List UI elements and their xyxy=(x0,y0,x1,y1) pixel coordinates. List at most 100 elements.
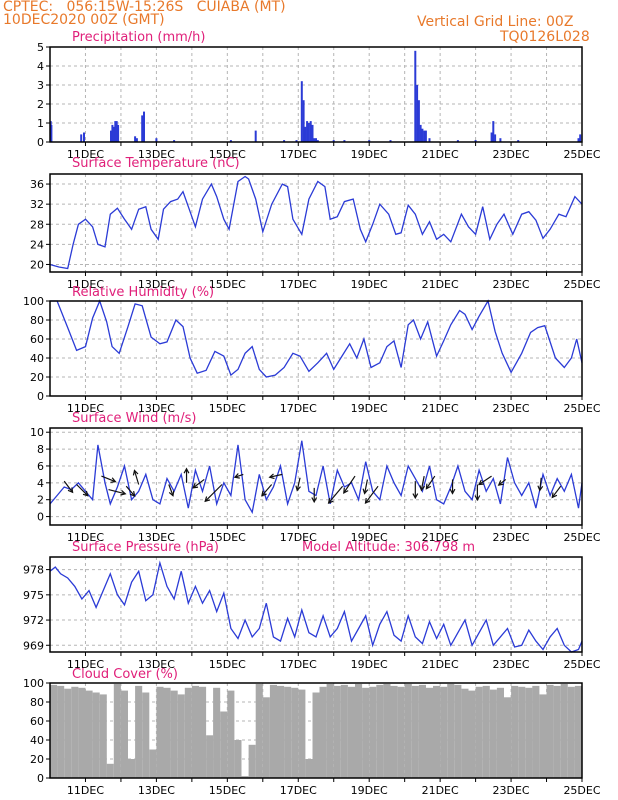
wind-vector-head xyxy=(311,497,318,504)
header-vertical-grid: Vertical Grid Line: 00Z xyxy=(417,14,574,30)
x-tick-label: 25DEC xyxy=(563,784,600,797)
x-tick-label: 21DEC xyxy=(422,784,459,797)
x-tick-label: 11DEC xyxy=(67,402,104,415)
y-tick-label: 2 xyxy=(37,494,44,507)
panel-title: Precipitation (mm/h) xyxy=(72,30,205,45)
x-tick-label: 17DEC xyxy=(280,531,317,544)
precip-bar xyxy=(414,50,417,142)
x-tick-label: 19DEC xyxy=(351,658,388,671)
cloud-bar xyxy=(518,686,526,778)
header-model-code: TQ0126L028 xyxy=(500,29,590,45)
cloud-bar xyxy=(362,687,370,779)
y-tick-label: 80 xyxy=(30,314,44,327)
panel-frame xyxy=(49,682,583,779)
x-tick-label: 13DEC xyxy=(138,148,175,161)
y-tick-label: 978 xyxy=(23,564,44,577)
precip-bar xyxy=(311,124,314,142)
panel-frame xyxy=(49,556,583,653)
precip-bar xyxy=(316,140,319,142)
precip-bar xyxy=(577,138,580,142)
precip-bar xyxy=(421,128,424,142)
cloud-bar xyxy=(199,686,207,778)
cloud-bar xyxy=(567,686,575,778)
cloud-bar xyxy=(425,687,433,779)
precip-bar xyxy=(456,140,459,142)
cloud-bar xyxy=(64,688,72,778)
y-tick-label: 969 xyxy=(23,639,44,652)
wind-vector xyxy=(296,477,301,491)
y-tick-label: 20 xyxy=(30,753,44,766)
wind-vector-head xyxy=(425,483,432,490)
cloud-bar xyxy=(85,690,93,778)
cloud-bar xyxy=(106,763,114,779)
cloud-bar xyxy=(277,685,285,778)
wind-vector-head xyxy=(343,487,349,494)
precip-bar xyxy=(332,140,335,142)
cloud-bar xyxy=(284,686,292,778)
precip-bar xyxy=(283,140,286,142)
header-date: 10DEC2020 00Z (GMT) xyxy=(3,12,165,28)
wind-vector-head xyxy=(110,477,117,483)
precip-bar xyxy=(389,140,392,142)
cloud-bar xyxy=(113,684,121,778)
cloud-bar xyxy=(447,684,455,778)
cloud-bar xyxy=(298,689,306,778)
x-tick-label: 21DEC xyxy=(422,658,459,671)
precip-bar xyxy=(474,140,477,142)
y-tick-label: 0 xyxy=(37,511,44,524)
cloud-bar xyxy=(149,749,157,778)
x-tick-label: 19DEC xyxy=(351,148,388,161)
y-tick-label: 0 xyxy=(37,136,44,149)
cloud-bar xyxy=(376,684,384,778)
wind-vector-head xyxy=(268,473,275,480)
wind-vector xyxy=(328,485,344,504)
cloud-bar xyxy=(440,686,448,778)
wind-vector-head xyxy=(327,497,334,504)
wind-vector xyxy=(63,480,74,493)
precip-bar xyxy=(50,124,53,142)
wind-vector xyxy=(343,475,356,494)
cloud-bar xyxy=(539,694,547,778)
cloud-bar xyxy=(340,684,348,778)
precip-bar xyxy=(423,130,426,142)
precip-bar xyxy=(134,136,137,142)
cloud-bar xyxy=(128,759,136,778)
cloud-bar xyxy=(475,686,483,778)
cloud-bar xyxy=(383,684,391,778)
x-tick-label: 17DEC xyxy=(280,278,317,291)
wind-vector xyxy=(168,484,174,496)
x-tick-label: 11DEC xyxy=(67,784,104,797)
cloud-bar xyxy=(50,684,58,778)
y-tick-label: 0 xyxy=(37,772,44,785)
panel-title: Cloud Cover (%) xyxy=(72,667,178,682)
wind-vector-head xyxy=(477,479,484,486)
wind-vector-head xyxy=(474,495,481,502)
precip-bar xyxy=(155,138,158,142)
x-tick-label: 21DEC xyxy=(422,531,459,544)
y-tick-label: 4 xyxy=(37,60,44,73)
cloud-bar xyxy=(504,697,512,779)
precip-bar xyxy=(110,130,112,142)
cloud-bar xyxy=(454,684,462,778)
cloud-bar xyxy=(355,684,363,778)
x-tick-label: 15DEC xyxy=(209,402,246,415)
y-tick-label: 20 xyxy=(30,258,44,271)
precip-bar xyxy=(114,121,117,142)
cloud-bar xyxy=(92,692,100,778)
wind-vector-head xyxy=(129,490,136,497)
precip-bar xyxy=(309,121,312,142)
y-tick-label: 0 xyxy=(37,390,44,403)
y-tick-label: 40 xyxy=(30,734,44,747)
x-tick-label: 19DEC xyxy=(351,278,388,291)
wind-vector-head xyxy=(449,488,456,495)
precip-bar xyxy=(579,134,582,142)
y-tick-label: 10 xyxy=(30,426,44,439)
cloud-bar xyxy=(433,685,441,778)
cloud-bar xyxy=(511,685,519,778)
x-tick-label: 11DEC xyxy=(67,148,104,161)
cloud-bar xyxy=(525,687,533,779)
cloud-bar xyxy=(546,684,554,778)
wind-vector xyxy=(425,475,436,490)
precip-bar xyxy=(135,138,138,142)
